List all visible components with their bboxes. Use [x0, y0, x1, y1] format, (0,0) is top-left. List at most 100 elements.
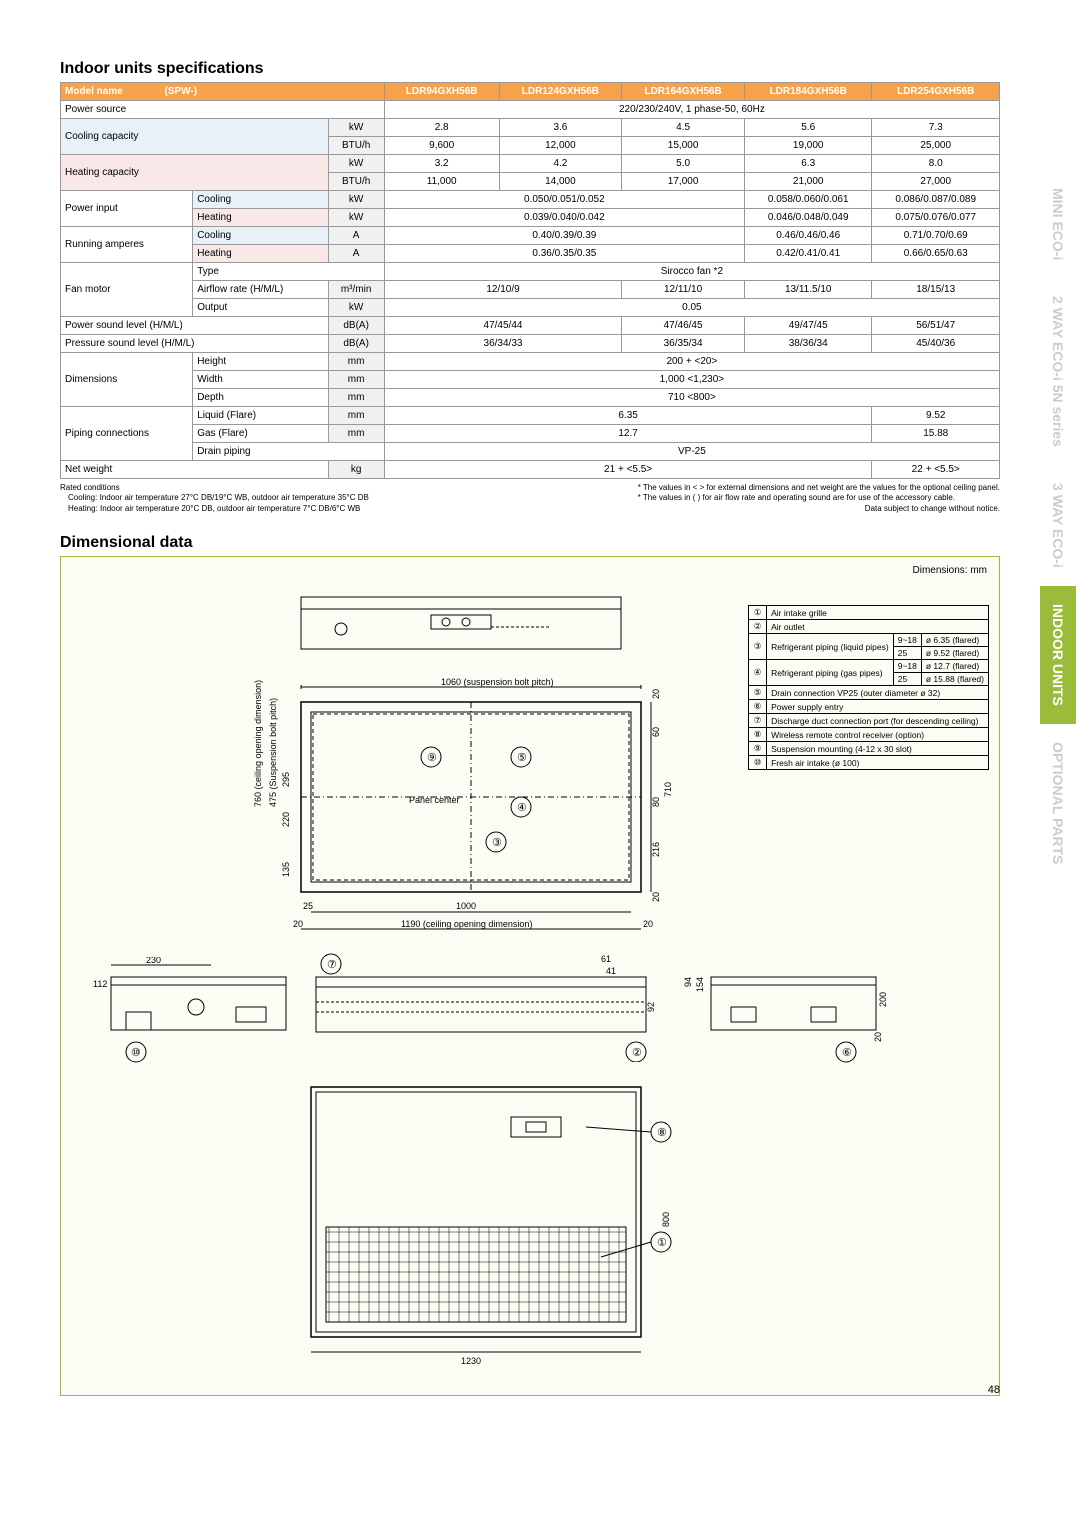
cell: 22 + <5.5>: [872, 461, 1000, 479]
svg-text:230: 230: [146, 957, 161, 965]
cell: 3.6: [499, 119, 622, 137]
sublabel: Width: [193, 371, 328, 389]
svg-text:20: 20: [651, 892, 661, 902]
row-label: Dimensions: [61, 353, 193, 407]
legend-num: ⑤: [749, 686, 767, 700]
svg-text:1230: 1230: [461, 1356, 481, 1366]
note-star1: * The values in < > for external dimensi…: [638, 483, 1000, 493]
cell: 21 + <5.5>: [384, 461, 872, 479]
svg-text:800: 800: [661, 1212, 671, 1227]
cell: 45/40/36: [872, 335, 1000, 353]
cell: 0.039/0.040/0.042: [384, 209, 744, 227]
sublabel: Heating: [193, 245, 328, 263]
model-col: LDR184GXH56B: [744, 83, 872, 101]
cell: 4.5: [622, 119, 745, 137]
unit: A: [328, 245, 384, 263]
model-name-label: Model name: [65, 86, 123, 97]
row-label: Pressure sound level (H/M/L): [61, 335, 329, 353]
row-label: Running amperes: [61, 227, 193, 263]
specifications-table: Model name (SPW-) LDR94GXH56B LDR124GXH5…: [60, 82, 1000, 479]
svg-text:20: 20: [873, 1032, 883, 1042]
legend-sub: 9~18: [893, 634, 921, 647]
tab-optional-parts[interactable]: OPTIONAL PARTS: [1040, 724, 1076, 882]
cell: 2.8: [384, 119, 499, 137]
legend-text: Air intake grille: [767, 606, 989, 620]
legend-num: ⑥: [749, 700, 767, 714]
cell: 0.05: [384, 299, 999, 317]
cell: 0.050/0.051/0.052: [384, 191, 744, 209]
legend-text: Power supply entry: [767, 700, 989, 714]
page-number: 48: [988, 1384, 1000, 1396]
row-label: Power sound level (H/M/L): [61, 317, 329, 335]
tab-indoor-units[interactable]: INDOOR UNITS: [1040, 586, 1076, 724]
page-content: MINI ECO-i 2 WAY ECO-i 5N series 3 WAY E…: [0, 0, 1080, 1416]
unit: BTU/h: [328, 137, 384, 155]
row-label: Net weight: [61, 461, 329, 479]
tab-3way-eco[interactable]: 3 WAY ECO-i: [1040, 465, 1076, 586]
svg-text:20: 20: [643, 919, 653, 929]
cell: 49/47/45: [744, 317, 872, 335]
cell: 15,000: [622, 137, 745, 155]
cell: 5.6: [744, 119, 872, 137]
legend-table: ①Air intake grille ②Air outlet ③Refriger…: [748, 605, 989, 770]
cell: 1,000 <1,230>: [384, 371, 999, 389]
svg-text:1060 (suspension bolt pitch): 1060 (suspension bolt pitch): [441, 677, 554, 687]
cell: 4.2: [499, 155, 622, 173]
cell: 17,000: [622, 173, 745, 191]
cell: 3.2: [384, 155, 499, 173]
cell: 220/230/240V, 1 phase-50, 60Hz: [384, 101, 999, 119]
svg-text:112: 112: [93, 979, 107, 989]
model-col: LDR254GXH56B: [872, 83, 1000, 101]
sublabel: Gas (Flare): [193, 425, 328, 443]
unit: mm: [328, 389, 384, 407]
cell: 710 <800>: [384, 389, 999, 407]
cell: 12/10/9: [384, 281, 621, 299]
model-col: LDR124GXH56B: [499, 83, 622, 101]
legend-num: ③: [749, 634, 767, 660]
svg-text:475 (Suspension bolt pitch): 475 (Suspension bolt pitch): [268, 698, 278, 807]
row-label: Power input: [61, 191, 193, 227]
svg-text:154: 154: [695, 977, 705, 992]
svg-text:94: 94: [683, 977, 693, 987]
cell: 14,000: [499, 173, 622, 191]
row-label: Heating capacity: [61, 155, 329, 191]
svg-text:200: 200: [878, 992, 888, 1007]
cell: 0.71/0.70/0.69: [872, 227, 1000, 245]
tab-mini-eco[interactable]: MINI ECO-i: [1040, 170, 1076, 278]
cell: 7.3: [872, 119, 1000, 137]
svg-text:80: 80: [651, 797, 661, 807]
sublabel: Depth: [193, 389, 328, 407]
cell: 18/15/13: [872, 281, 1000, 299]
svg-text:216: 216: [651, 842, 661, 857]
side-nav-tabs: MINI ECO-i 2 WAY ECO-i 5N series 3 WAY E…: [1040, 170, 1080, 882]
legend-sub: ø 15.88 (flared): [921, 673, 988, 686]
note-star2: * The values in ( ) for air flow rate an…: [638, 493, 1000, 503]
legend-sub: 25: [893, 647, 921, 660]
unit: mm: [328, 371, 384, 389]
cell: 15.88: [872, 425, 1000, 443]
diagram-right-elevation: 94 154 200 20 ⑥: [681, 957, 901, 1067]
cell: Sirocco fan *2: [384, 263, 999, 281]
cell: 0.66/0.65/0.63: [872, 245, 1000, 263]
svg-text:41: 41: [606, 966, 616, 976]
legend-num: ⑩: [749, 756, 767, 770]
cell: 21,000: [744, 173, 872, 191]
cell: 6.3: [744, 155, 872, 173]
model-col: LDR164GXH56B: [622, 83, 745, 101]
legend-num: ④: [749, 660, 767, 686]
unit: A: [328, 227, 384, 245]
legend-num: ①: [749, 606, 767, 620]
unit: m³/min: [328, 281, 384, 299]
unit: kg: [328, 461, 384, 479]
legend-text: Fresh air intake (ø 100): [767, 756, 989, 770]
tab-2way-eco[interactable]: 2 WAY ECO-i 5N series: [1040, 278, 1076, 465]
cell: 200 + <20>: [384, 353, 999, 371]
sublabel: Cooling: [193, 227, 328, 245]
diagram-left-elevation: 230 112 ⑩: [81, 957, 301, 1067]
dimensional-drawing-box: Dimensions: mm ①Air intake grille ②Air o…: [60, 556, 1000, 1396]
legend-text: Discharge duct connection port (for desc…: [767, 714, 989, 728]
cell: 56/51/47: [872, 317, 1000, 335]
svg-text:⑥: ⑥: [842, 1047, 852, 1059]
unit: mm: [328, 407, 384, 425]
sublabel: Type: [193, 263, 385, 281]
